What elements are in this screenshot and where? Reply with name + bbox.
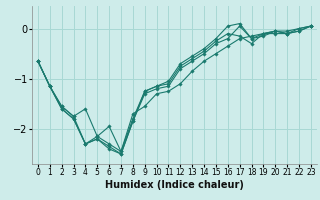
X-axis label: Humidex (Indice chaleur): Humidex (Indice chaleur) [105, 180, 244, 190]
